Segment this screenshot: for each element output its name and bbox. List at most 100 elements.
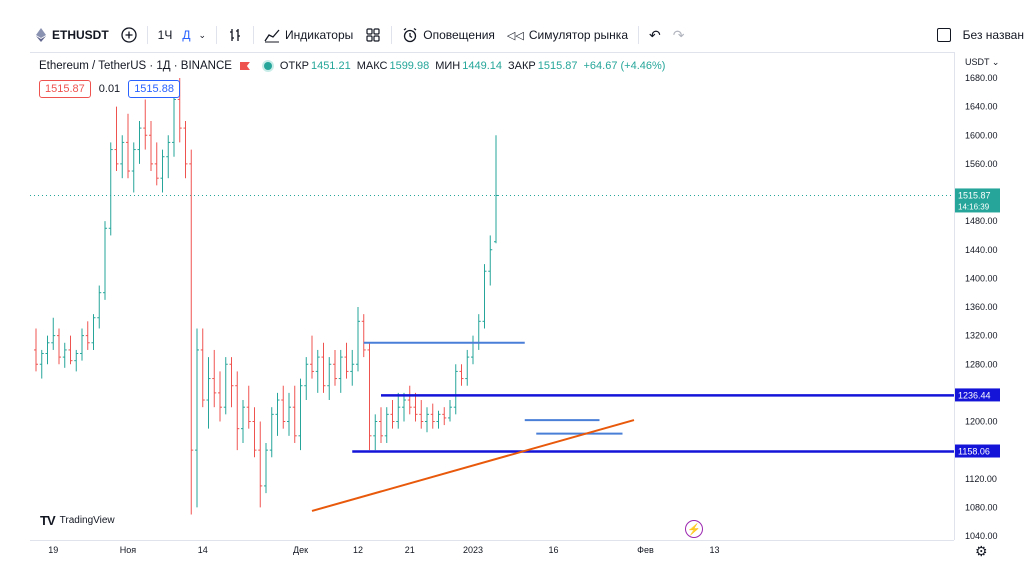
templates-button[interactable] <box>359 22 387 48</box>
interval-label: 1Ч <box>157 28 173 42</box>
buy-button[interactable]: 1515.88 <box>128 80 180 98</box>
undo-button[interactable]: ↶ <box>643 22 667 48</box>
ohlc-bar <box>223 357 228 415</box>
currency-label: USDT <box>965 57 990 67</box>
close-label: ЗАКР <box>508 60 536 72</box>
price-tick-label: 1120.00 <box>965 474 997 484</box>
ohlc-bar <box>425 407 429 433</box>
currency-selector[interactable]: USDT ⌄ <box>965 57 999 68</box>
resistance-price-tag: 1236.44 <box>958 390 991 400</box>
time-tick-label: 12 <box>353 545 363 555</box>
open-label: ОТКР <box>279 60 309 72</box>
top-toolbar: ETHUSDT 1Ч Д ⌄ Индикаторы Оповещения ◁◁ <box>30 22 1024 48</box>
ohlc-bar <box>91 314 96 350</box>
price-tick-label: 1280.00 <box>965 359 998 369</box>
time-tick-label: 21 <box>405 545 415 555</box>
ohlc-bar <box>292 385 297 443</box>
time-tick-label: Фев <box>637 545 654 555</box>
ohlc-bar <box>137 120 142 164</box>
interval-button[interactable]: 1Ч Д ⌄ <box>152 22 212 48</box>
ohlc-bar <box>160 149 165 193</box>
ohlc-bar <box>97 285 102 329</box>
toolbar-divider <box>146 26 148 44</box>
symbol-search-button[interactable]: ETHUSDT <box>30 22 115 48</box>
ethereum-icon <box>36 28 46 42</box>
toolbar-divider <box>391 26 393 44</box>
sell-button[interactable]: 1515.87 <box>39 80 91 98</box>
chevron-down-icon: ⌄ <box>991 57 1000 67</box>
gear-icon[interactable]: ⚙ <box>975 543 988 559</box>
ohlc-bar <box>373 414 378 451</box>
ohlc-bar <box>321 342 326 393</box>
ohlc-bar <box>459 364 464 386</box>
spread-value: 0.01 <box>98 83 121 95</box>
ohlc-bar <box>154 142 159 186</box>
layout-checkbox[interactable] <box>936 28 951 42</box>
chart-pane[interactable] <box>30 52 954 540</box>
layout-name[interactable]: Без назван <box>962 28 1024 42</box>
replay-button[interactable]: ◁◁ Симулятор рынка <box>501 22 634 48</box>
tradingview-watermark[interactable]: TV TradingView <box>40 513 115 528</box>
price-tick-label: 1440.00 <box>965 245 998 255</box>
open-value: 1451.21 <box>310 60 351 72</box>
add-symbol-button[interactable] <box>115 22 143 48</box>
price-tick-label: 1640.00 <box>965 102 998 112</box>
indicators-button[interactable]: Индикаторы <box>258 22 359 48</box>
ohlc-bar <box>45 335 50 365</box>
ohlc-bar <box>183 120 188 179</box>
watermark-label: TradingView <box>59 515 115 526</box>
time-tick-label: Дек <box>293 545 308 555</box>
time-tick-label: 19 <box>48 545 58 555</box>
chevron-down-icon: ⌄ <box>198 29 207 40</box>
ohlc-bar <box>212 349 217 408</box>
price-tick-label: 1400.00 <box>965 273 998 283</box>
flag-icon[interactable] <box>239 62 250 70</box>
ohlc-bar <box>120 135 125 179</box>
ohlc-bar <box>235 371 240 451</box>
lightning-icon[interactable]: ⚡ <box>685 520 703 538</box>
interval-unit: Д <box>182 28 191 42</box>
ohlc-bar <box>51 317 56 350</box>
redo-button[interactable]: ↷ <box>667 22 691 48</box>
ohlc-bar <box>218 371 222 422</box>
time-axis[interactable] <box>30 540 954 560</box>
ohlc-bar <box>333 349 337 386</box>
ohlc-bar <box>356 307 360 372</box>
ohlc-bar <box>344 342 349 379</box>
ohlc-bar <box>488 235 493 286</box>
ohlc-bar <box>126 113 130 179</box>
ohlc-bar <box>390 400 395 429</box>
indicators-icon <box>264 29 280 43</box>
ohlc-bar <box>143 99 148 150</box>
alerts-label: Оповещения <box>423 28 495 42</box>
ohlc-bar <box>189 149 194 515</box>
change-value: +64.67 (+4.46%) <box>583 60 666 72</box>
ohlc-bar <box>246 385 251 429</box>
toolbar-divider <box>216 26 218 44</box>
ohlc-bar <box>327 357 332 401</box>
ohlc-bar <box>34 328 38 372</box>
plus-circle-icon <box>121 27 137 43</box>
time-tick-label: 16 <box>548 545 558 555</box>
series-legend: Ethereum / TetherUS · 1Д · BINANCE ОТКР … <box>39 60 671 72</box>
ohlc-bar <box>80 328 84 361</box>
ohlc-bar <box>379 407 383 443</box>
price-axis[interactable] <box>954 52 1024 540</box>
ohlc-bar <box>206 357 211 429</box>
tradingview-logo-icon: TV <box>40 513 56 528</box>
chart-type-button[interactable] <box>221 22 249 48</box>
series-title: Ethereum / TetherUS · 1Д · BINANCE <box>39 60 232 72</box>
ohlc-bar <box>258 421 263 508</box>
grid-icon <box>366 28 380 42</box>
ohlc-bar <box>315 349 320 393</box>
high-value: 1599.98 <box>389 60 430 72</box>
alerts-button[interactable]: Оповещения <box>396 22 501 48</box>
indicators-label: Индикаторы <box>285 28 354 42</box>
current-price-tag-countdown: 14:16:39 <box>958 202 990 211</box>
ohlc-bar <box>407 385 412 415</box>
time-tick-label: 2023 <box>463 545 483 555</box>
top-strip <box>0 0 1024 18</box>
ohlc-bar <box>350 349 355 386</box>
